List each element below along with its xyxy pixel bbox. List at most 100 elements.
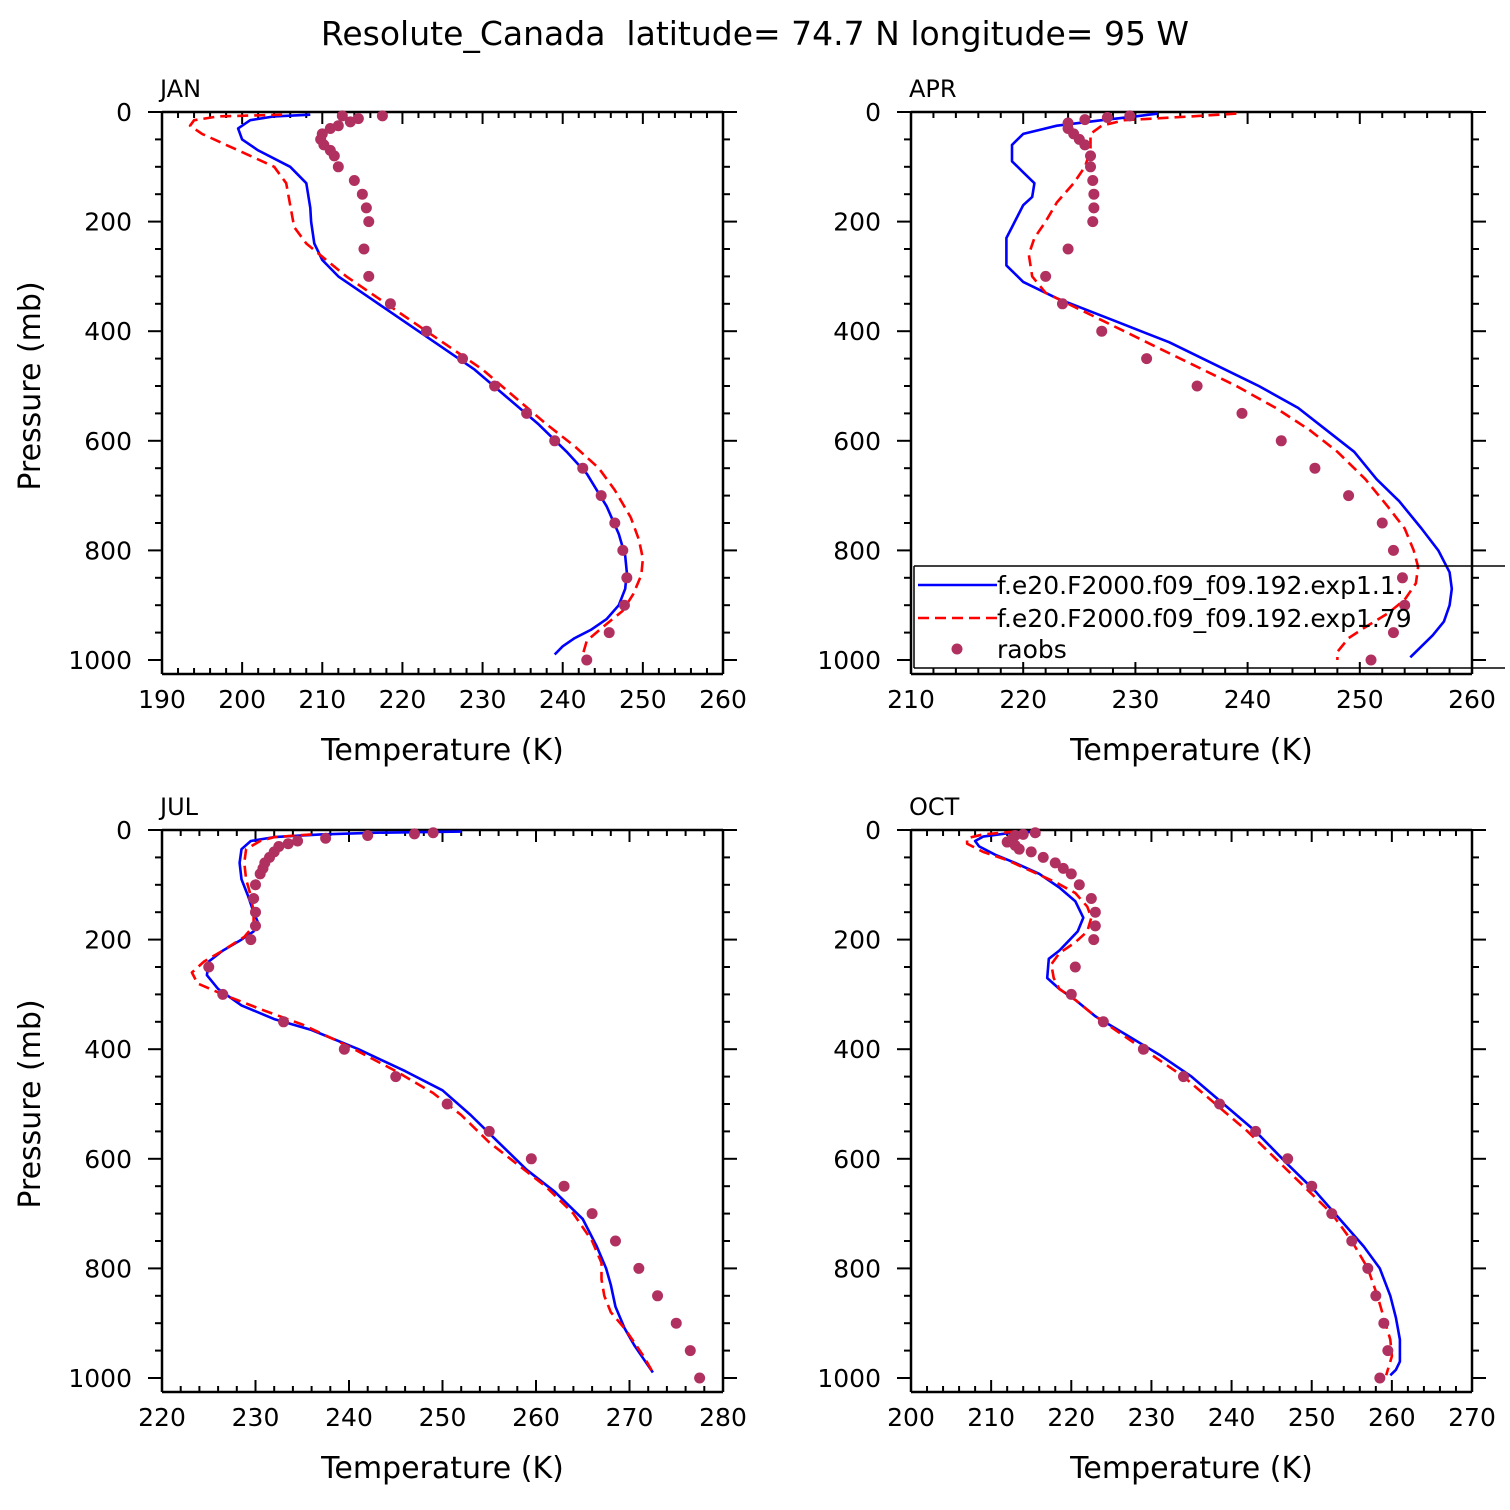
series-raobs xyxy=(203,827,706,1384)
raobs-point xyxy=(384,298,396,310)
panel-title: APR xyxy=(909,75,957,103)
raobs-point xyxy=(1085,161,1097,173)
x-tick-label: 250 xyxy=(419,1403,467,1432)
raobs-point xyxy=(1387,544,1399,556)
raobs-point xyxy=(248,893,260,904)
raobs-point xyxy=(633,1262,645,1274)
raobs-point xyxy=(324,122,336,134)
raobs-point xyxy=(338,1043,350,1055)
x-tick-label: 250 xyxy=(619,685,667,714)
raobs-point xyxy=(1073,879,1085,891)
x-tick-label: 220 xyxy=(138,1403,186,1432)
raobs-point xyxy=(581,654,593,666)
x-tick-label: 190 xyxy=(138,685,186,714)
x-axis-label: Temperature (K) xyxy=(320,1451,564,1486)
y-tick-label: 400 xyxy=(84,317,132,346)
raobs-point xyxy=(1101,111,1113,123)
raobs-point xyxy=(1124,110,1136,122)
series-exp1-79-line xyxy=(188,113,645,655)
x-tick-label: 220 xyxy=(999,685,1047,714)
raobs-point xyxy=(360,202,372,214)
raobs-point xyxy=(328,150,340,162)
raobs-point xyxy=(250,906,261,918)
panel-jul: JUL 220 230 240 250 260 270 280 0 200 400 600 800 100… xyxy=(13,793,747,1486)
raobs-point xyxy=(1137,1043,1149,1055)
raobs-point xyxy=(376,110,388,122)
raobs-point xyxy=(1382,1345,1394,1357)
y-tick-label: 600 xyxy=(833,427,881,456)
legend-swatch-dot xyxy=(951,643,963,655)
panel-title: JUL xyxy=(158,793,199,821)
y-tick-label: 1000 xyxy=(817,1364,881,1393)
raobs-point xyxy=(1097,1016,1109,1028)
raobs-point xyxy=(618,599,630,611)
y-tick-label: 400 xyxy=(833,317,881,346)
raobs-point xyxy=(483,1125,495,1137)
x-tick-label: 260 xyxy=(512,1403,560,1432)
series-exp1-79-line xyxy=(965,830,1394,1376)
x-tick-label: 230 xyxy=(1112,685,1160,714)
raobs-point xyxy=(670,1317,682,1329)
x-tick-label: 210 xyxy=(887,685,935,714)
raobs-point xyxy=(1378,1317,1390,1329)
x-tick-label: 210 xyxy=(967,1403,1015,1432)
x-tick-label: 270 xyxy=(606,1403,654,1432)
raobs-point xyxy=(420,325,432,337)
x-tick-label: 230 xyxy=(232,1403,280,1432)
raobs-point xyxy=(1087,175,1099,186)
raobs-point xyxy=(521,407,533,419)
raobs-point xyxy=(1065,868,1077,880)
raobs-point xyxy=(1025,846,1037,858)
raobs-point xyxy=(203,961,215,973)
raobs-point xyxy=(1017,828,1029,840)
raobs-point xyxy=(408,828,420,840)
raobs-point xyxy=(1326,1208,1338,1220)
y-tick-label: 200 xyxy=(833,208,881,237)
raobs-point xyxy=(1365,654,1377,666)
panel-oct: OCT 200 210 220 230 240 250 260 270 0 200 400 600 800… xyxy=(817,793,1495,1486)
x-tick-label: 260 xyxy=(1368,1403,1416,1432)
raobs-point xyxy=(278,1016,290,1028)
y-tick-label: 200 xyxy=(833,926,881,955)
raobs-point xyxy=(1088,202,1100,214)
y-tick-label: 800 xyxy=(833,1254,881,1283)
x-tick-label: 250 xyxy=(1288,1403,1336,1432)
raobs-point xyxy=(1065,988,1077,1000)
x-axis-label: Temperature (K) xyxy=(320,733,564,768)
raobs-point xyxy=(652,1290,664,1302)
series-exp1-79-line xyxy=(190,833,655,1374)
raobs-point xyxy=(1396,572,1408,584)
raobs-point xyxy=(245,934,257,946)
raobs-point xyxy=(1089,920,1101,932)
series-raobs xyxy=(1040,110,1411,666)
raobs-point xyxy=(586,1208,598,1220)
y-axis-label: Pressure (mb) xyxy=(13,281,48,490)
panels: JAN 190 200 210 220 230 240 250 260 0 200 400 600 800… xyxy=(13,75,1505,1486)
raobs-point xyxy=(1087,216,1099,228)
raobs-point xyxy=(363,270,375,282)
x-tick-label: 240 xyxy=(325,1403,373,1432)
raobs-point xyxy=(390,1071,402,1083)
raobs-point xyxy=(1250,1125,1262,1137)
raobs-point xyxy=(1079,114,1091,126)
raobs-point xyxy=(1085,150,1097,162)
y-tick-label: 1000 xyxy=(817,646,881,675)
legend-label: f.e20.F2000.f09_f09.192.exp1.1. xyxy=(997,571,1404,600)
raobs-point xyxy=(1177,1071,1189,1083)
raobs-point xyxy=(603,627,615,639)
y-tick-label: 0 xyxy=(865,816,881,845)
panel-title: OCT xyxy=(909,793,960,821)
raobs-point xyxy=(1214,1098,1226,1110)
legend-label: f.e20.F2000.f09_f09.192.exp1.79 xyxy=(997,604,1412,633)
raobs-point xyxy=(1399,599,1411,611)
x-tick-label: 250 xyxy=(1336,685,1384,714)
raobs-point xyxy=(609,1235,621,1247)
panel-jan: JAN 190 200 210 220 230 240 250 260 0 200 400 600 800… xyxy=(13,75,747,768)
raobs-point xyxy=(441,1098,453,1110)
series-raobs xyxy=(315,110,633,666)
raobs-point xyxy=(558,1180,570,1192)
raobs-point xyxy=(1387,627,1399,639)
raobs-point xyxy=(1089,906,1101,918)
raobs-point xyxy=(250,920,261,932)
raobs-point xyxy=(217,988,229,1000)
